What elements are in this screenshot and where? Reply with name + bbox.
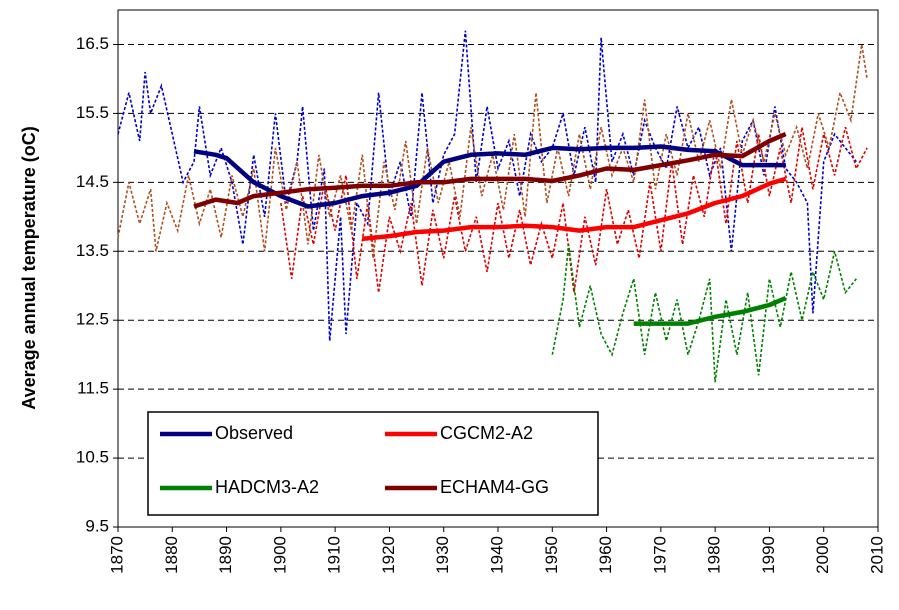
x-tick-label: 1870	[107, 536, 126, 574]
x-tick-label: 1890	[216, 536, 235, 574]
annual-line	[280, 126, 868, 293]
x-tick-label: 1930	[433, 536, 452, 574]
x-tick-label: 1970	[650, 536, 669, 574]
legend-label: CGCM2-A2	[440, 423, 533, 443]
legend: Observed CGCM2-A2 HADCM3-A2 ECHAM4-GG	[147, 411, 599, 516]
y-axis-label: Average annual temperature (oC)	[19, 126, 39, 409]
x-tick-label: 2000	[813, 536, 832, 574]
x-tick-label: 1910	[325, 536, 344, 574]
x-tick-label: 1990	[759, 536, 778, 574]
x-tick-label: 1940	[487, 536, 506, 574]
x-tick-label: 2010	[867, 536, 886, 574]
y-tick-label: 15.5	[76, 103, 109, 122]
y-tick-label: 9.5	[85, 516, 109, 535]
x-tick-label: 1920	[379, 536, 398, 574]
y-tick-label: 11.5	[77, 379, 109, 398]
x-tick-label: 1980	[705, 536, 724, 574]
x-tick-label: 1880	[162, 536, 181, 574]
smoothed-line	[362, 176, 787, 242]
y-tick-label: 10.5	[76, 448, 109, 467]
legend-label: Observed	[215, 423, 293, 443]
y-tick-label: 14.5	[76, 172, 109, 191]
annual-line	[551, 244, 857, 383]
smoothed-line	[633, 296, 787, 326]
annual-line	[117, 30, 857, 341]
x-tick-label: 1950	[542, 536, 561, 574]
x-tick-label: 1960	[596, 536, 615, 574]
legend-label: HADCM3-A2	[215, 477, 319, 497]
y-tick-label: 12.5	[76, 310, 109, 329]
legend-box	[147, 411, 599, 516]
legend-label: ECHAM4-GG	[440, 477, 549, 497]
x-tick-label: 1900	[270, 536, 289, 574]
y-tick-label: 13.5	[76, 241, 109, 260]
annual-line	[117, 44, 868, 259]
smoothed-line	[193, 132, 787, 209]
y-tick-label: 16.5	[76, 34, 109, 53]
